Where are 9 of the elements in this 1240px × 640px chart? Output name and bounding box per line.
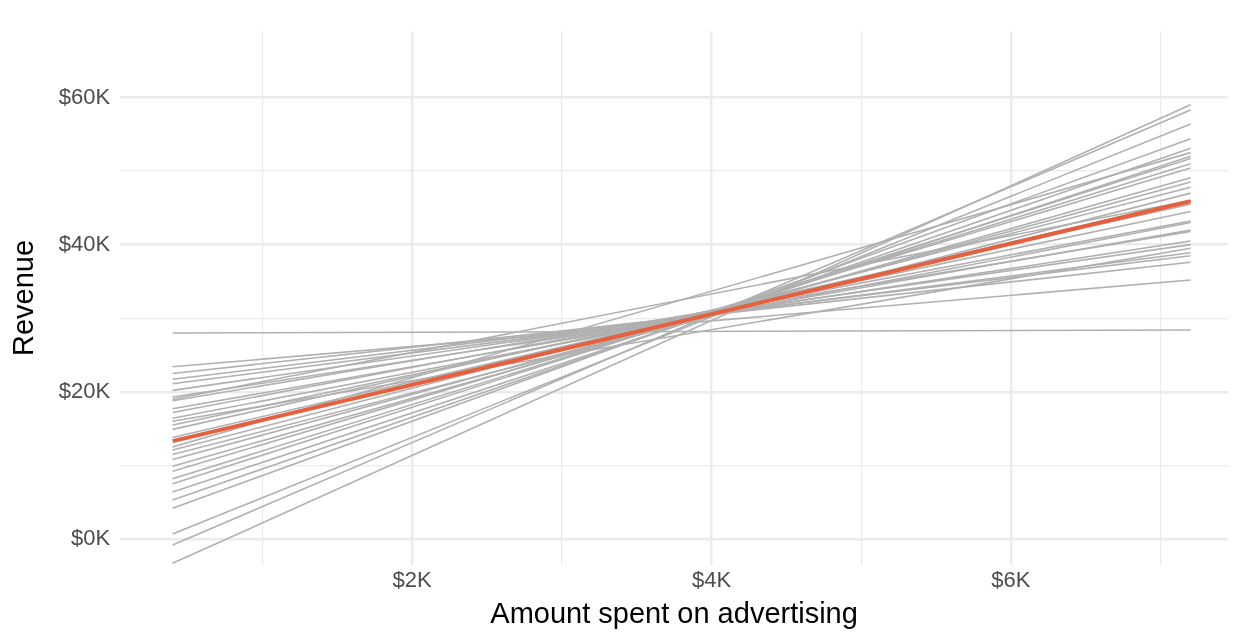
y-tick-label: $0K [71, 525, 111, 551]
y-tick-label: $40K [58, 230, 111, 256]
y-tick-label: $60K [58, 83, 111, 109]
x-axis-title: Amount spent on advertising [490, 596, 858, 629]
y-axis-title: Revenue [7, 239, 40, 357]
x-tick-label: $6K [991, 567, 1031, 593]
y-tick-label: $20K [58, 377, 111, 403]
x-tick-label: $2K [392, 567, 432, 593]
x-tick-label: $4K [691, 567, 732, 593]
